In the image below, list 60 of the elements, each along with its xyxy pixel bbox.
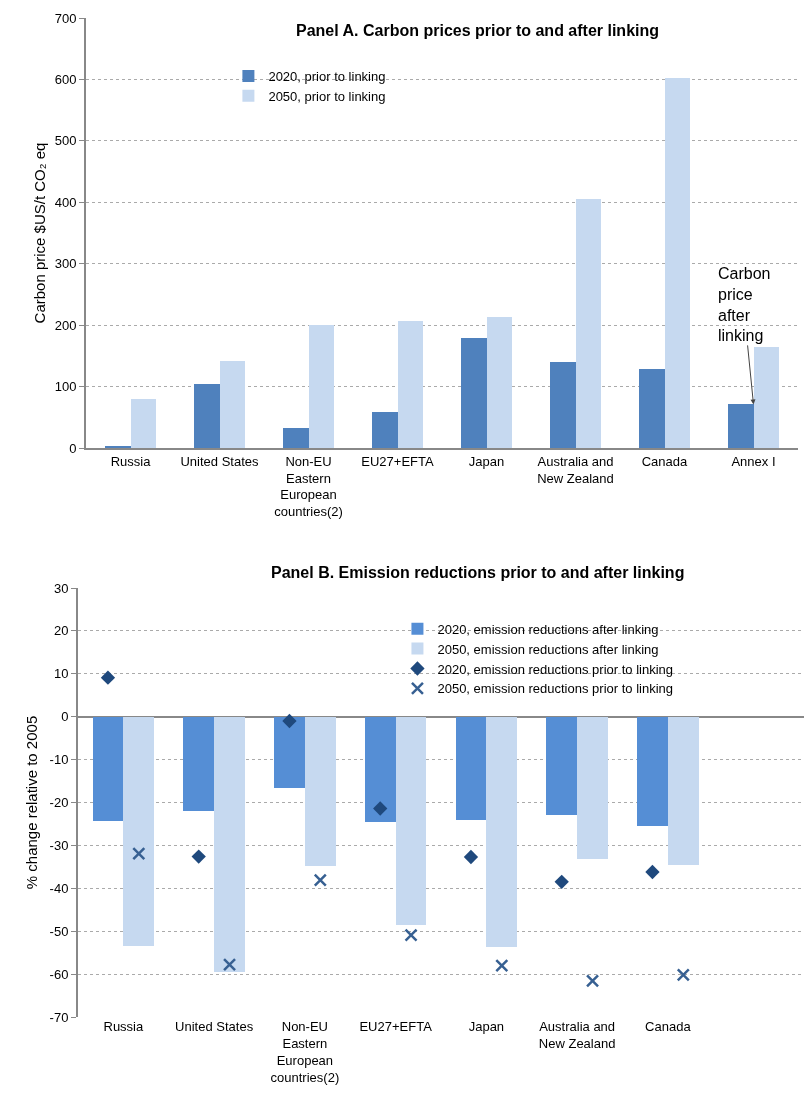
y-tick-label: -60 (49, 966, 69, 982)
y-tick-label: 20 (53, 623, 69, 639)
y-tick-label: 300 (54, 256, 77, 272)
legend-label: 2020, emission reductions after linking (437, 621, 659, 637)
bar (575, 199, 602, 448)
x-tick-label: Non-EU Eastern European countries(2) (270, 1019, 340, 1085)
y-tick-label: 0 (61, 709, 69, 725)
y-tick-label: 600 (54, 71, 77, 87)
legend-label: 2050, prior to linking (268, 88, 386, 104)
x-tick-label: Australia and New Zealand (538, 1019, 616, 1051)
bar (130, 398, 157, 448)
bar (371, 411, 398, 448)
chart-title: Panel B. Emission reductions prior to and after linking (271, 564, 685, 581)
y-tick-label: -10 (49, 752, 69, 768)
x-tick-label: United States (175, 1019, 254, 1034)
y-tick-label: -50 (49, 923, 69, 939)
bar (664, 77, 691, 448)
y-tick-label: 500 (54, 133, 77, 149)
x-tick-label: Annex I (731, 453, 776, 469)
y-tick-label: 0 (69, 440, 77, 456)
bar (282, 428, 309, 448)
x-tick-label: Japan (468, 453, 505, 469)
chart-title: Panel A. Carbon prices prior to and after linking (296, 22, 660, 39)
bar (219, 360, 246, 448)
y-tick-label: 10 (53, 666, 69, 682)
x-tick-label: United States (180, 453, 260, 469)
x-tick-label: EU27+EFTA (359, 1019, 433, 1034)
y-tick-label: 30 (53, 580, 69, 596)
bar (460, 338, 487, 448)
bar (486, 317, 513, 448)
y-tick-label: -70 (49, 1009, 69, 1025)
y-tick-label: -40 (49, 880, 69, 896)
annotation: Carbon price after linking (718, 265, 771, 345)
y-axis-title: % change relative to 2005 (23, 715, 40, 890)
x-tick-label: Canada (641, 453, 689, 469)
legend-label: 2050, emission reductions after linking (437, 641, 659, 657)
bar (549, 362, 576, 448)
x-tick-label: Russia (103, 1019, 145, 1034)
legend-label: 2020, emission reductions prior to linking (437, 661, 674, 677)
y-tick-label: 700 (54, 10, 77, 26)
y-tick-label: 200 (54, 317, 77, 333)
bar (753, 346, 780, 448)
x-tick-label: Australia and New Zealand (537, 453, 614, 486)
y-tick-label: 100 (54, 379, 77, 395)
bar (193, 383, 220, 448)
bar (727, 404, 754, 448)
bar (397, 321, 424, 448)
legend-label: 2020, prior to linking (268, 69, 386, 85)
x-tick-label: Japan (468, 1019, 505, 1034)
y-tick-label: -20 (49, 795, 69, 811)
x-tick-label: EU27+EFTA (361, 453, 435, 469)
x-tick-label: Canada (645, 1019, 692, 1034)
y-axis-title: Carbon price $US/t CO₂ eq (31, 142, 48, 324)
bar (638, 368, 665, 448)
legend-label: 2050, emission reductions prior to linking (437, 681, 674, 697)
x-tick-label: Non-EU Eastern European countries(2) (274, 453, 343, 520)
y-tick-label: -30 (49, 837, 69, 853)
x-tick-label: Russia (110, 453, 152, 469)
bar (308, 324, 335, 448)
y-tick-label: 400 (54, 194, 77, 210)
